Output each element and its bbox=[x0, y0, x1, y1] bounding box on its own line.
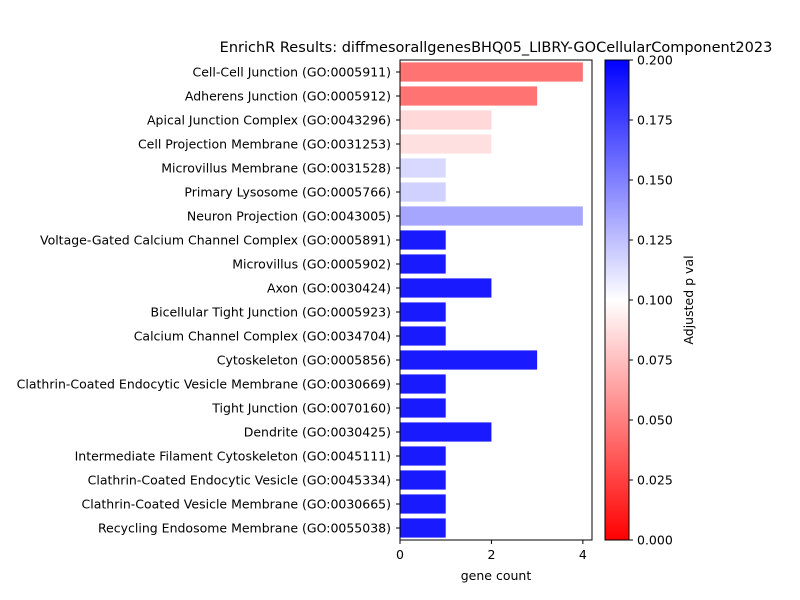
y-tick-label: Dendrite (GO:0030425) bbox=[244, 425, 391, 440]
bar bbox=[400, 350, 538, 370]
chart-title: EnrichR Results: diffmesorallgenesBHQ05_… bbox=[220, 40, 773, 56]
bar bbox=[400, 446, 446, 466]
colorbar-tick-label: 0.075 bbox=[637, 353, 673, 368]
colorbar-tick-label: 0.000 bbox=[637, 533, 673, 548]
bar bbox=[400, 110, 492, 130]
y-tick-label: Microvillus (GO:0005902) bbox=[232, 257, 391, 272]
colorbar-tick-label: 0.125 bbox=[637, 233, 673, 248]
bar bbox=[400, 134, 492, 154]
y-tick-label: Adherens Junction (GO:0005912) bbox=[185, 89, 391, 104]
y-tick-label: Primary Lysosome (GO:0005766) bbox=[184, 185, 391, 200]
colorbar-ticks: 0.000 0.025 0.050 0.075 0.100 0.125 0.150 0.175… bbox=[629, 53, 673, 548]
y-tick-label: Voltage-Gated Calcium Channel Complex (G… bbox=[40, 233, 391, 248]
y-tick-label: Neuron Projection (GO:0043005) bbox=[187, 209, 391, 224]
colorbar-tick-label: 0.200 bbox=[637, 53, 673, 68]
bar bbox=[400, 158, 446, 178]
y-tick-label: Tight Junction (GO:0070160) bbox=[211, 401, 391, 416]
y-tick-label: Microvillus Membrane (GO:0031528) bbox=[161, 161, 391, 176]
x-tick-label: 0 bbox=[396, 547, 404, 562]
y-tick-label: Cell Projection Membrane (GO:0031253) bbox=[138, 137, 391, 152]
colorbar-tick-label: 0.050 bbox=[637, 413, 673, 428]
colorbar bbox=[604, 59, 630, 541]
y-tick-label: Axon (GO:0030424) bbox=[267, 281, 391, 296]
y-tick-label: Recycling Endosome Membrane (GO:0055038) bbox=[98, 521, 391, 536]
bar bbox=[400, 422, 492, 442]
x-axis: 0 2 4 bbox=[396, 540, 587, 562]
colorbar-tick-label: 0.025 bbox=[637, 473, 673, 488]
x-tick-label: 2 bbox=[487, 547, 495, 562]
y-tick-labels: Cell-Cell Junction (GO:0005911) Adherens … bbox=[17, 65, 400, 536]
y-tick-label: Clathrin-Coated Endocytic Vesicle Membra… bbox=[17, 377, 391, 392]
bar bbox=[400, 374, 446, 394]
bar bbox=[400, 86, 538, 106]
bar bbox=[400, 278, 492, 298]
plot-frame bbox=[399, 59, 593, 541]
bars bbox=[400, 62, 583, 538]
bar bbox=[400, 398, 446, 418]
bar bbox=[400, 62, 583, 82]
bar bbox=[400, 302, 446, 322]
y-tick-label: Cell-Cell Junction (GO:0005911) bbox=[193, 65, 391, 80]
y-tick-label: Calcium Channel Complex (GO:0034704) bbox=[134, 329, 391, 344]
bar bbox=[400, 182, 446, 202]
bar bbox=[400, 518, 446, 538]
bar bbox=[400, 230, 446, 250]
x-axis-label: gene count bbox=[461, 568, 532, 583]
y-tick-label: Apical Junction Complex (GO:0043296) bbox=[147, 113, 391, 128]
x-tick-label: 4 bbox=[579, 547, 587, 562]
y-tick-label: Intermediate Filament Cytoskeleton (GO:0… bbox=[75, 449, 391, 464]
y-tick-label: Clathrin-Coated Vesicle Membrane (GO:003… bbox=[82, 497, 391, 512]
y-tick-label: Bicellular Tight Junction (GO:0005923) bbox=[151, 305, 391, 320]
colorbar-tick-label: 0.150 bbox=[637, 173, 673, 188]
bar bbox=[400, 470, 446, 490]
bar bbox=[400, 494, 446, 514]
colorbar-label: Adjusted p val bbox=[681, 255, 696, 344]
bar bbox=[400, 206, 583, 226]
y-tick-label: Clathrin-Coated Endocytic Vesicle (GO:00… bbox=[88, 473, 391, 488]
bar bbox=[400, 326, 446, 346]
colorbar-tick-label: 0.175 bbox=[637, 113, 673, 128]
y-tick-label: Cytoskeleton (GO:0005856) bbox=[217, 353, 391, 368]
bar bbox=[400, 254, 446, 274]
colorbar-tick-label: 0.100 bbox=[637, 293, 673, 308]
